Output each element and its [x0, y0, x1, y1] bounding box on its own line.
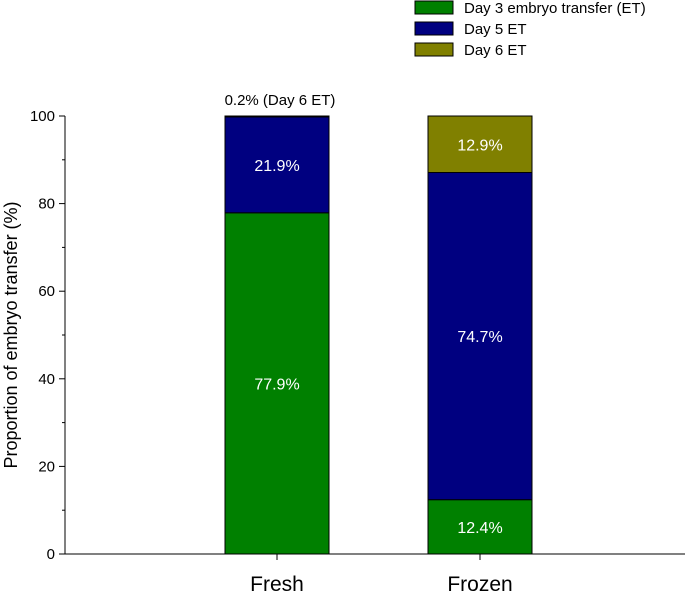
legend-swatch-1: [414, 21, 454, 36]
axes: 0.2% (Day 6 ET) 0 20 40 60 80 100 Fresh Frozen: [30, 92, 685, 595]
data-label-frozen-series-0: 12.4%: [457, 520, 502, 537]
x-tick-label-fresh: Fresh: [250, 573, 304, 595]
legend-swatch-0: [414, 0, 454, 15]
legend-label-2: Day 6 ET: [464, 42, 527, 59]
bar-fresh-series-0: [224, 212, 330, 555]
x-tick-label-frozen: Frozen: [447, 573, 512, 595]
legend: Day 3 embryo transfer (ET) Day 5 ET Day 6 …: [414, 0, 646, 59]
legend-label-1: Day 5 ET: [464, 21, 527, 38]
y-tick-label-20: 20: [38, 458, 55, 475]
legend-label-0: Day 3 embryo transfer (ET): [464, 0, 646, 17]
y-axis-title: Proportion of embryo transfer (%): [1, 201, 21, 468]
data-label-frozen-series-2: 12.9%: [457, 137, 502, 154]
bar-frozen-series-2: [427, 115, 533, 174]
data-label-fresh-series-0: 77.9%: [254, 376, 299, 393]
bar-fresh-series-2: [224, 115, 330, 118]
legend-swatch-2: [414, 42, 454, 57]
bar-fresh-series-1: [224, 116, 330, 214]
bar-frozen-series-1: [427, 172, 533, 501]
y-tick-label-60: 60: [38, 283, 55, 300]
y-tick-label-0: 0: [47, 546, 55, 563]
y-tick-label-80: 80: [38, 196, 55, 213]
data-label-frozen-series-1: 74.7%: [457, 329, 502, 346]
data-label-fresh-series-1: 21.9%: [254, 158, 299, 175]
y-tick-label-100: 100: [30, 108, 55, 125]
y-tick-label-40: 40: [38, 371, 55, 388]
annotation-0: 0.2% (Day 6 ET): [225, 92, 336, 109]
bars: 77.9% 21.9% 12.4% 74.7% 12.9%: [224, 115, 533, 555]
